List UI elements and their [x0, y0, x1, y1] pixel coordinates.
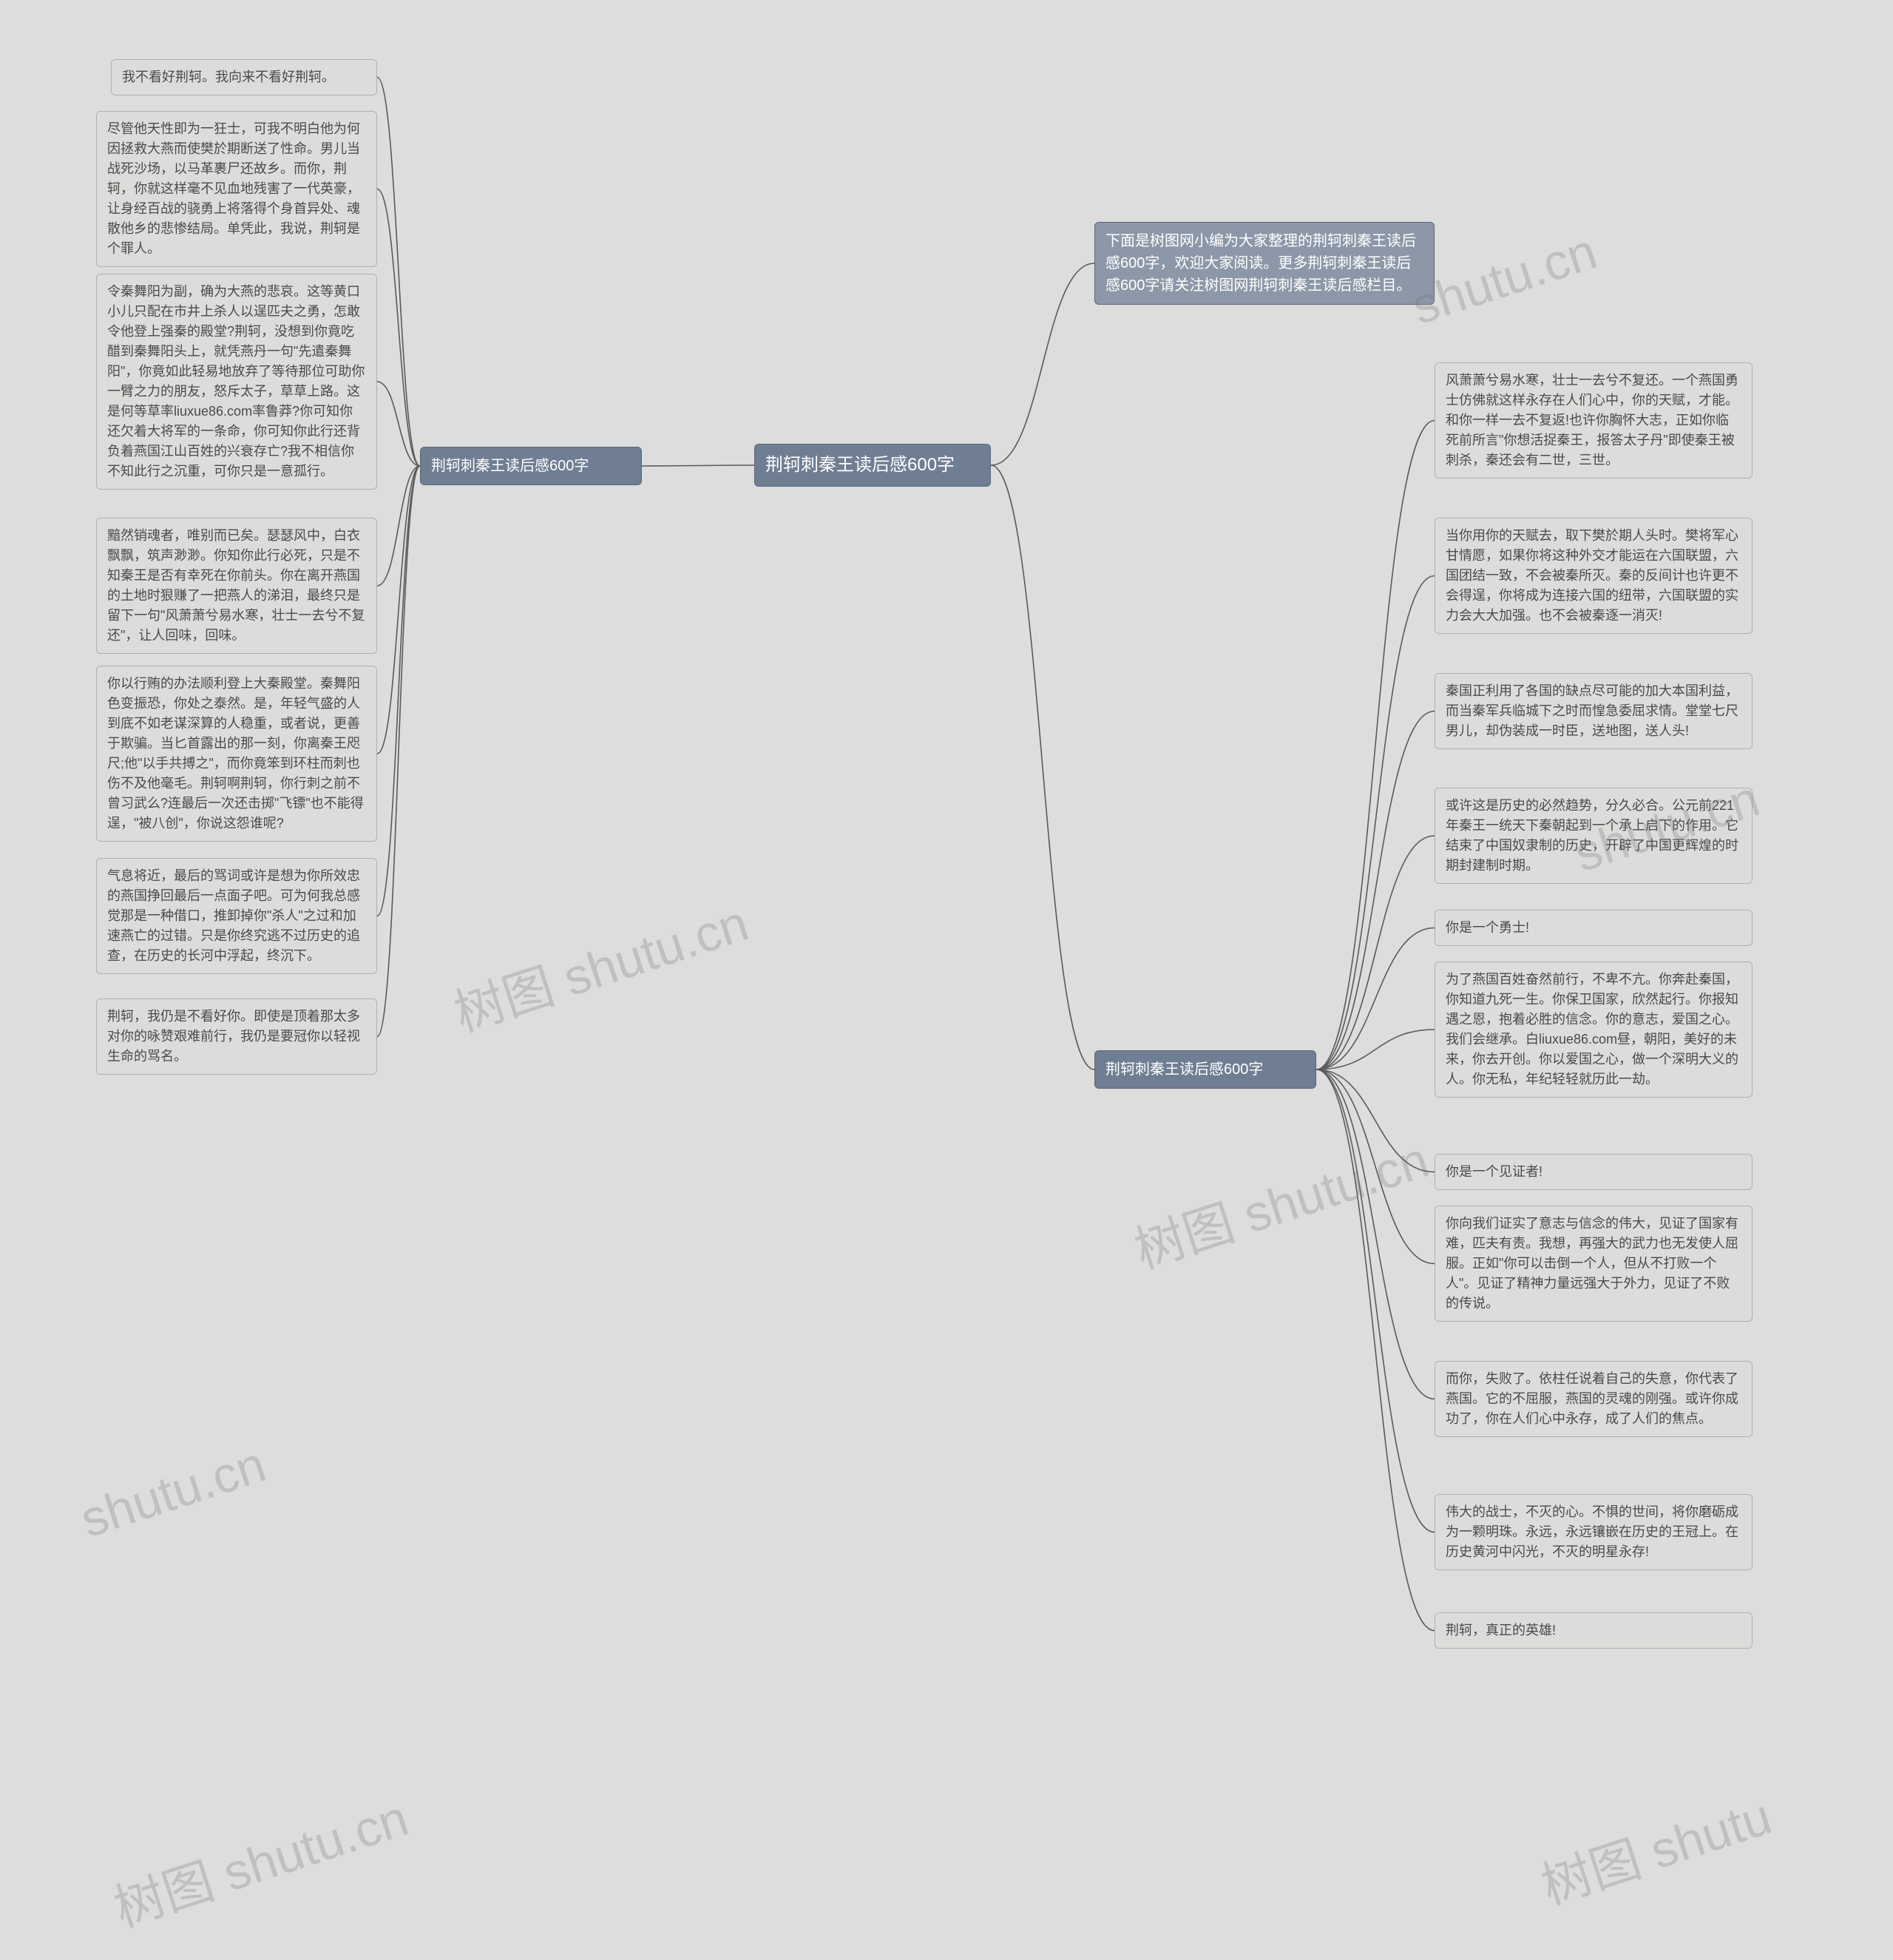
mindmap-canvas: 荆轲刺秦王读后感600字 下面是树图网小编为大家整理的荆轲刺秦王读后感600字，… [0, 0, 1893, 1960]
right-leaf-6-text: 你是一个见证者! [1446, 1164, 1542, 1179]
left-leaf-0: 我不看好荆轲。我向来不看好荆轲。 [111, 59, 377, 95]
intro-text: 下面是树图网小编为大家整理的荆轲刺秦王读后感600字，欢迎大家阅读。更多荆轲刺秦… [1105, 233, 1416, 294]
right-leaf-8-text: 而你，失败了。依柱任说着自己的失意，你代表了燕国。它的不屈服，燕国的灵魂的刚强。… [1446, 1371, 1738, 1426]
right-leaf-3: 或许这是历史的必然趋势，分久必合。公元前221年秦王一统天下秦朝起到一个承上启下… [1435, 788, 1753, 884]
right-leaf-3-text: 或许这是历史的必然趋势，分久必合。公元前221年秦王一统天下秦朝起到一个承上启下… [1446, 798, 1738, 873]
right-branch-node: 荆轲刺秦王读后感600字 [1094, 1050, 1316, 1089]
right-leaf-10: 荆轲，真正的英雄! [1435, 1612, 1753, 1649]
center-label: 荆轲刺秦王读后感600字 [765, 455, 955, 475]
left-leaf-2: 令秦舞阳为副，确为大燕的悲哀。这等黄口小儿只配在市井上杀人以逞匹夫之勇，怎敢令他… [96, 274, 377, 490]
left-branch-node: 荆轲刺秦王读后感600字 [420, 447, 642, 485]
watermark: shutu.cn [74, 1436, 273, 1550]
center-node: 荆轲刺秦王读后感600字 [754, 444, 991, 487]
watermark: 树图 shutu.cn [444, 882, 756, 1046]
right-leaf-8: 而你，失败了。依柱任说着自己的失意，你代表了燕国。它的不屈服，燕国的灵魂的刚强。… [1435, 1361, 1753, 1437]
left-leaf-1: 尽管他天性即为一狂士，可我不明白他为何因拯救大燕而使樊於期断送了性命。男儿当战死… [96, 111, 377, 267]
intro-node: 下面是树图网小编为大家整理的荆轲刺秦王读后感600字，欢迎大家阅读。更多荆轲刺秦… [1094, 222, 1435, 305]
watermark: 树图 shutu [1531, 1776, 1779, 1919]
right-branch-label: 荆轲刺秦王读后感600字 [1105, 1061, 1263, 1078]
right-leaf-4-text: 你是一个勇士! [1446, 920, 1529, 935]
watermark: 树图 shutu.cn [1124, 1119, 1436, 1283]
right-leaf-9-text: 伟大的战士，不灭的心。不惧的世间，将你磨砺成为一颗明珠。永远，永远镶嵌在历史的王… [1446, 1504, 1738, 1559]
left-leaf-6-text: 荆轲，我仍是不看好你。即使是顶着那太多对你的咏赞艰难前行，我仍是要冠你以轻视生命… [107, 1009, 360, 1064]
right-leaf-10-text: 荆轲，真正的英雄! [1446, 1623, 1556, 1638]
left-leaf-4-text: 你以行贿的办法顺利登上大秦殿堂。秦舞阳色变振恐，你处之泰然。是，年轻气盛的人到底… [107, 676, 364, 831]
left-leaf-6: 荆轲，我仍是不看好你。即使是顶着那太多对你的咏赞艰难前行，我仍是要冠你以轻视生命… [96, 998, 377, 1075]
right-leaf-2-text: 秦国正利用了各国的缺点尽可能的加大本国利益，而当秦军兵临城下之时而惶急委屈求情。… [1446, 683, 1738, 738]
right-leaf-7-text: 你向我们证实了意志与信念的伟大，见证了国家有难，匹夫有责。我想，再强大的武力也无… [1446, 1216, 1738, 1311]
left-leaf-5: 气息将近，最后的骂词或许是想为你所效忠的燕国挣回最后一点面子吧。可为何我总感觉那… [96, 858, 377, 974]
watermark: 树图 shutu.cn [104, 1777, 416, 1941]
right-leaf-9: 伟大的战士，不灭的心。不惧的世间，将你磨砺成为一颗明珠。永远，永远镶嵌在历史的王… [1435, 1494, 1753, 1570]
left-leaf-2-text: 令秦舞阳为副，确为大燕的悲哀。这等黄口小儿只配在市井上杀人以逞匹夫之勇，怎敢令他… [107, 284, 365, 479]
left-branch-label: 荆轲刺秦王读后感600字 [431, 458, 589, 474]
right-leaf-2: 秦国正利用了各国的缺点尽可能的加大本国利益，而当秦军兵临城下之时而惶急委屈求情。… [1435, 673, 1753, 749]
left-leaf-3-text: 黯然销魂者，唯别而已矣。瑟瑟风中，白衣飘飘，筑声渺渺。你知你此行必死，只是不知秦… [107, 528, 365, 643]
watermark: shutu.cn [1405, 223, 1604, 337]
right-leaf-0: 风萧萧兮易水寒，壮士一去兮不复还。一个燕国勇士仿佛就这样永存在人们心中，你的天赋… [1435, 362, 1753, 479]
left-leaf-1-text: 尽管他天性即为一狂士，可我不明白他为何因拯救大燕而使樊於期断送了性命。男儿当战死… [107, 121, 360, 256]
right-leaf-7: 你向我们证实了意志与信念的伟大，见证了国家有难，匹夫有责。我想，再强大的武力也无… [1435, 1206, 1753, 1322]
left-leaf-3: 黯然销魂者，唯别而已矣。瑟瑟风中，白衣飘飘，筑声渺渺。你知你此行必死，只是不知秦… [96, 518, 377, 654]
right-leaf-5-text: 为了燕国百姓奋然前行，不卑不亢。你奔赴秦国，你知道九死一生。你保卫国家，欣然起行… [1446, 972, 1738, 1087]
left-leaf-0-text: 我不看好荆轲。我向来不看好荆轲。 [122, 70, 335, 84]
right-leaf-6: 你是一个见证者! [1435, 1154, 1753, 1190]
right-leaf-1-text: 当你用你的天赋去，取下樊於期人头时。樊将军心甘情愿，如果你将这种外交才能运在六国… [1446, 528, 1738, 623]
right-leaf-1: 当你用你的天赋去，取下樊於期人头时。樊将军心甘情愿，如果你将这种外交才能运在六国… [1435, 518, 1753, 634]
left-leaf-5-text: 气息将近，最后的骂词或许是想为你所效忠的燕国挣回最后一点面子吧。可为何我总感觉那… [107, 868, 360, 963]
right-leaf-5: 为了燕国百姓奋然前行，不卑不亢。你奔赴秦国，你知道九死一生。你保卫国家，欣然起行… [1435, 962, 1753, 1098]
right-leaf-4: 你是一个勇士! [1435, 910, 1753, 946]
left-leaf-4: 你以行贿的办法顺利登上大秦殿堂。秦舞阳色变振恐，你处之泰然。是，年轻气盛的人到底… [96, 666, 377, 842]
right-leaf-0-text: 风萧萧兮易水寒，壮士一去兮不复还。一个燕国勇士仿佛就这样永存在人们心中，你的天赋… [1446, 373, 1738, 467]
